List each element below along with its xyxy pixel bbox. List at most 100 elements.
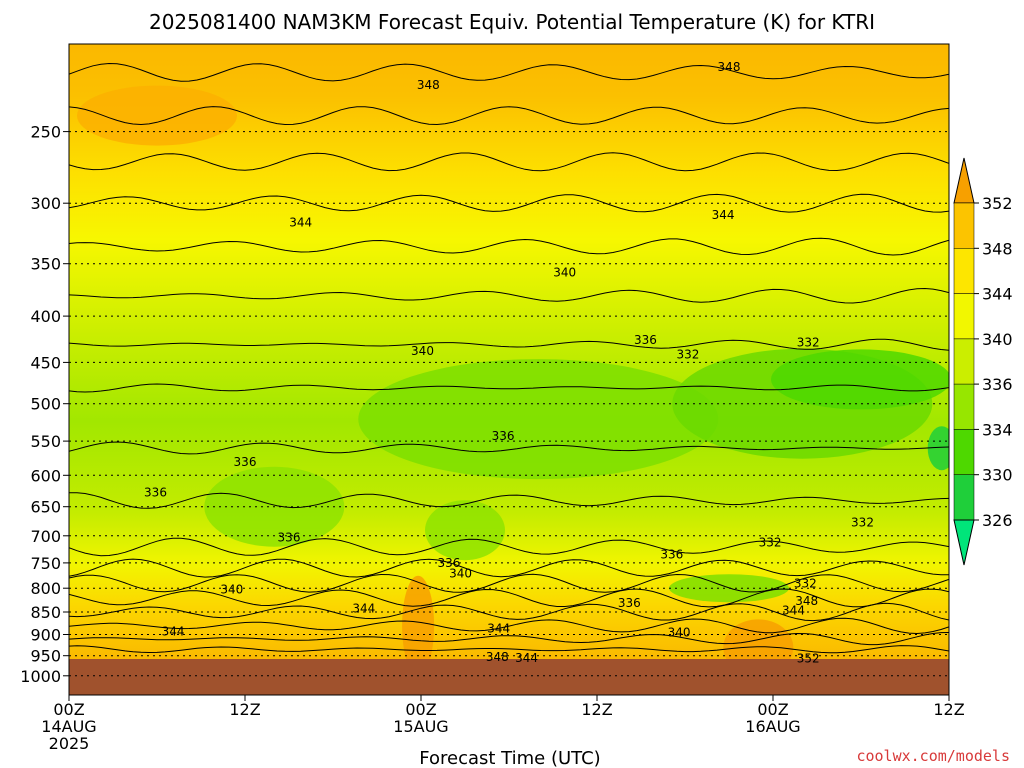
- contour-label-20: 336: [618, 596, 641, 610]
- x-tick-label-0-2: 2025: [49, 734, 90, 753]
- contour-label-9: 336: [492, 429, 515, 443]
- y-tick-label-750: 750: [30, 554, 61, 573]
- contour-label-23: 340: [668, 626, 691, 640]
- contour-label-27: 348: [486, 650, 509, 664]
- contour-label-8: 332: [797, 336, 820, 350]
- contour-label-0: 348: [417, 78, 440, 92]
- y-tick-label-300: 300: [30, 194, 61, 213]
- colorbar-segment-3: [953, 338, 975, 385]
- colorbar-segment-6: [953, 474, 975, 521]
- colorbar-label-2: 344: [982, 285, 1013, 304]
- field-feature-3: [927, 426, 949, 471]
- field-feature-9: [77, 85, 237, 146]
- contour-line-7: [69, 383, 949, 393]
- y-tick-label-550: 550: [30, 432, 61, 451]
- field-feature-2: [771, 349, 949, 410]
- contour-label-3: 344: [712, 208, 735, 222]
- colorbar-segment-0: [953, 202, 975, 249]
- contour-label-11: 336: [144, 486, 167, 500]
- colorbar-extend-bottom: [953, 519, 975, 566]
- colorbar-segment-1: [953, 248, 975, 294]
- y-tick-label-250: 250: [30, 123, 61, 142]
- contour-line-13: [69, 588, 949, 608]
- field-feature-5: [425, 500, 505, 561]
- y-axis: 250 300 350 400 450 500 550 600 650 700 750 800 850 9…: [20, 123, 69, 686]
- contour-line-12: [69, 573, 949, 593]
- contour-label-19: 332: [794, 576, 817, 590]
- colorbar-label-7: 326: [982, 511, 1013, 530]
- x-tick-label-24-0: 00Z: [405, 700, 436, 719]
- x-tick-label-48-1: 16AUG: [745, 717, 800, 736]
- contour-line-6: [69, 338, 949, 351]
- contour-line-11: [69, 558, 949, 578]
- colorbar-label-5: 334: [982, 420, 1013, 439]
- field-feature-0: [358, 359, 719, 480]
- colorbar-segment-4: [953, 383, 975, 430]
- x-tick-label-0-0: 00Z: [53, 700, 84, 719]
- y-tick-label-1000: 1000: [20, 667, 61, 686]
- contour-label-13: 332: [851, 516, 874, 530]
- contour-label-4: 340: [553, 266, 576, 280]
- contour-label-24: 348: [795, 594, 818, 608]
- colorbar-segment-2: [953, 293, 975, 340]
- credit-text: coolwx.com/models: [856, 747, 1010, 765]
- plot-frame: [68, 43, 950, 696]
- y-tick-label-650: 650: [30, 498, 61, 517]
- colorbar-segment-5: [953, 429, 975, 475]
- x-tick-label-60-0: 12Z: [933, 700, 964, 719]
- contour-line-16: [69, 632, 949, 646]
- contour-label-7: 332: [676, 347, 699, 361]
- contour-label-21: 344: [487, 621, 510, 635]
- field-features: [77, 85, 949, 676]
- colorbar-label-1: 348: [982, 239, 1013, 258]
- colorbar-label-0: 352: [982, 194, 1013, 213]
- contour-label-2: 344: [289, 215, 312, 229]
- grid-lines: [69, 131, 949, 677]
- contour-line-0: [69, 62, 949, 82]
- y-tick-label-600: 600: [30, 466, 61, 485]
- colorbar-label-3: 340: [982, 330, 1013, 349]
- contour-label-26: 344: [352, 601, 375, 615]
- contour-line-9: [69, 492, 949, 509]
- y-tick-label-900: 900: [30, 626, 61, 645]
- colorbar-extend-top: [953, 157, 975, 204]
- contour-line-10: [69, 537, 949, 557]
- y-tick-label-850: 850: [30, 603, 61, 622]
- contour-label-17: 340: [449, 567, 472, 581]
- y-tick-label-950: 950: [30, 647, 61, 666]
- x-tick-label-36-0: 12Z: [581, 700, 612, 719]
- x-tick-label-0-1: 14AUG: [41, 717, 96, 736]
- contour-label-12: 336: [278, 531, 301, 545]
- contour-line-2: [69, 152, 949, 172]
- contour-line-15: [69, 617, 949, 635]
- contour-line-8: [69, 441, 949, 455]
- contour-label-18: 340: [220, 583, 243, 597]
- y-tick-label-700: 700: [30, 527, 61, 546]
- contour-line-4: [69, 237, 949, 256]
- contour-line-14: [69, 602, 949, 622]
- chart-title: 2025081400 NAM3KM Forecast Equiv. Potent…: [149, 10, 875, 34]
- x-tick-label-24-1: 15AUG: [393, 717, 448, 736]
- y-tick-label-500: 500: [30, 395, 61, 414]
- y-tick-label-350: 350: [30, 255, 61, 274]
- contour-label-29: 352: [797, 652, 820, 666]
- contour-line-3: [69, 193, 949, 213]
- x-tick-label-48-0: 00Z: [757, 700, 788, 719]
- x-tick-label-12-0: 12Z: [229, 700, 260, 719]
- contour-label-25: 344: [782, 604, 805, 618]
- contour-label-6: 336: [634, 333, 657, 347]
- contour-label-15: 332: [759, 536, 782, 550]
- y-tick-label-400: 400: [30, 307, 61, 326]
- contour-label-22: 344: [162, 624, 185, 638]
- contour-label-14: 336: [660, 547, 683, 561]
- contour-label-10: 336: [234, 455, 257, 469]
- contour-label-1: 348: [718, 60, 741, 74]
- contour-lines: [69, 62, 949, 654]
- contour-labels: 3483483443443403403363323323363363363363…: [144, 60, 874, 666]
- colorbar-label-4: 336: [982, 375, 1013, 394]
- contour-label-5: 340: [411, 344, 434, 358]
- contour-line-1: [69, 106, 949, 126]
- contour-line-5: [69, 287, 949, 304]
